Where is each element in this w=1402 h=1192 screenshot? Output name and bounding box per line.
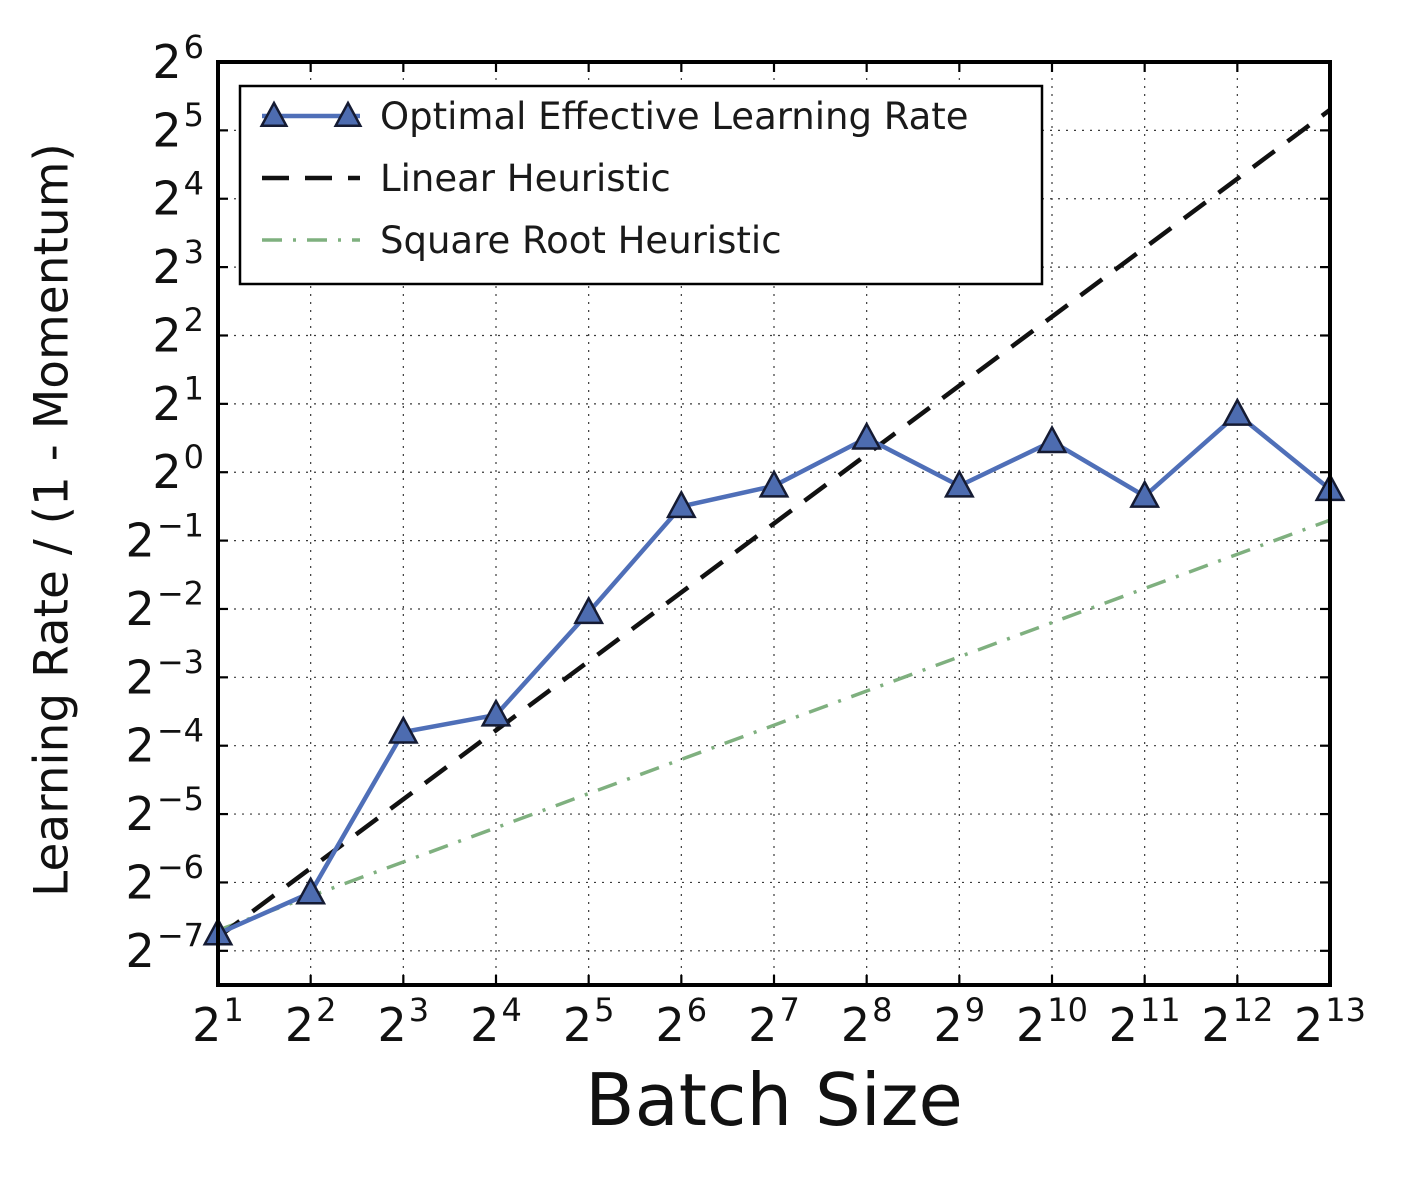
x-tick-label: 28 xyxy=(841,991,893,1052)
series-line xyxy=(217,518,1331,932)
y-axis-title: Learning Rate / (1 - Momentum) xyxy=(24,143,80,897)
y-tick-label: 2−3 xyxy=(126,643,204,704)
x-tick-label: 210 xyxy=(1016,991,1088,1052)
y-tick-label: 23 xyxy=(152,233,204,294)
data-point-marker xyxy=(480,698,512,727)
y-tick-label: 25 xyxy=(152,96,204,157)
x-axis-title: Batch Size xyxy=(585,1058,963,1142)
data-point-marker xyxy=(573,595,605,625)
x-tick-label: 29 xyxy=(934,991,986,1052)
legend-label: Linear Heuristic xyxy=(380,157,671,200)
y-tick-label: 2−1 xyxy=(126,506,204,567)
y-tick-label: 26 xyxy=(152,28,204,89)
x-tick-label: 213 xyxy=(1294,991,1366,1052)
y-tick-label: 2−2 xyxy=(126,575,204,636)
data-point-marker xyxy=(259,100,289,127)
series-line xyxy=(216,108,1332,939)
x-tick-label: 27 xyxy=(748,991,800,1052)
y-tick-label: 2−4 xyxy=(126,711,204,772)
y-tick-label: 20 xyxy=(152,438,204,499)
x-tick-label: 24 xyxy=(470,991,522,1052)
x-tick-label: 25 xyxy=(563,991,615,1052)
x-tick-label: 211 xyxy=(1109,991,1181,1052)
legend-item: Optimal Effective Learning Rate xyxy=(259,95,969,138)
data-point-marker xyxy=(295,876,327,905)
data-point-marker xyxy=(851,421,883,450)
data-point-marker xyxy=(387,715,419,744)
legend-box xyxy=(238,84,1044,286)
x-tick-label: 22 xyxy=(285,991,337,1052)
y-tick-label: 2−7 xyxy=(126,917,204,978)
x-tick-label: 23 xyxy=(378,991,430,1052)
y-tick-label: 2−5 xyxy=(126,780,204,841)
legend-label: Square Root Heuristic xyxy=(380,219,782,262)
data-point-marker xyxy=(1036,424,1068,454)
y-tick-label: 24 xyxy=(152,165,204,226)
legend: Optimal Effective Learning Rate Linear He… xyxy=(238,84,1044,286)
y-tick-label: 21 xyxy=(152,370,204,431)
data-point-marker xyxy=(943,469,975,498)
data-point-marker xyxy=(333,100,363,127)
data-point-marker xyxy=(665,489,697,519)
x-tick-label: 212 xyxy=(1201,991,1273,1052)
y-tick-label: 22 xyxy=(152,301,204,362)
x-tick-label: 21 xyxy=(192,991,244,1052)
legend-item: Linear Heuristic xyxy=(262,157,671,200)
y-tick-label: 2−6 xyxy=(126,848,204,909)
x-tick-label: 26 xyxy=(656,991,708,1052)
data-point-marker xyxy=(1221,397,1253,426)
data-point-marker xyxy=(758,469,790,498)
legend-item: Square Root Heuristic xyxy=(262,219,782,262)
legend-label: Optimal Effective Learning Rate xyxy=(380,95,969,138)
data-point-marker xyxy=(1129,479,1161,508)
